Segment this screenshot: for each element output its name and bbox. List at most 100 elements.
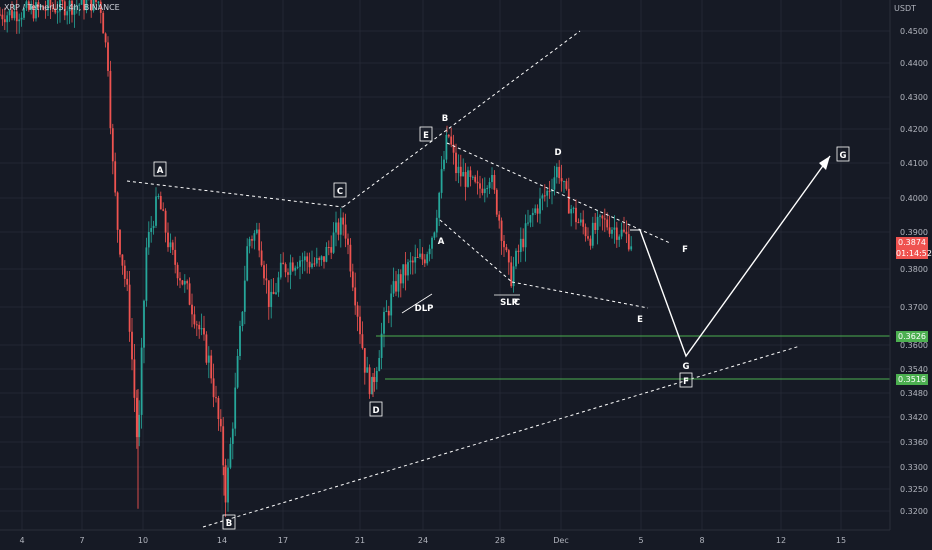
candle-body [1, 14, 4, 20]
time-tick: 7 [79, 536, 84, 545]
candle-body [572, 207, 575, 209]
candle-body [27, 1, 30, 10]
label-b: B [226, 519, 232, 529]
candle-body [529, 215, 532, 223]
candle-body [68, 0, 71, 12]
label-d: D [372, 406, 379, 416]
candle-body [498, 214, 501, 221]
candle-body [255, 229, 258, 234]
trendline-wedge-top [446, 142, 671, 244]
label-box [153, 161, 167, 177]
candle-body [95, 0, 97, 2]
candle-body [279, 262, 282, 278]
candle-body [107, 42, 109, 71]
label-c: C [337, 187, 343, 197]
candle-body [404, 264, 407, 276]
candle-body [507, 250, 510, 263]
candle-body [467, 170, 469, 187]
label-d: D [554, 148, 561, 158]
label-a: A [438, 237, 445, 247]
candle-body [97, 1, 100, 3]
candle-body [267, 280, 270, 307]
candle-body [390, 293, 393, 316]
label-e: E [637, 315, 643, 325]
candle-body [78, 4, 81, 6]
candle-body [452, 144, 455, 153]
price-tick: 0.3540 [900, 365, 928, 374]
candle-body [236, 355, 239, 388]
candle-body [419, 253, 421, 258]
candle-body [54, 8, 57, 13]
price-tick: 0.4300 [900, 93, 928, 102]
candle-body [611, 229, 613, 234]
candle-body [150, 228, 153, 232]
candle-body [30, 4, 33, 10]
drawings [126, 30, 890, 528]
candle-body [63, 1, 66, 16]
candle-body [371, 377, 373, 395]
candle-body [378, 357, 381, 371]
time-tick: 15 [836, 536, 846, 545]
label-a: A [157, 166, 164, 176]
candle-body [543, 195, 546, 197]
candle-body [483, 188, 486, 194]
candle-body [486, 188, 489, 190]
candle-body [92, 0, 95, 11]
candle-body [83, 0, 85, 11]
candle-body [440, 169, 443, 193]
candle-body [263, 265, 265, 279]
time-tick: 24 [418, 536, 428, 545]
candle-body [402, 264, 405, 284]
candle-body [49, 0, 52, 8]
symbol-header: XRP / TetherUS, 4h, BINANCE [4, 3, 120, 12]
candle-body [104, 33, 107, 43]
label-b: B [442, 114, 448, 124]
current-price-badge: 0.3874 01:14:52 [896, 237, 932, 259]
candle-body [20, 17, 23, 20]
candle-body [183, 281, 186, 285]
candle-body [289, 262, 292, 275]
candle-body [342, 217, 345, 225]
candle-body [114, 161, 117, 193]
candle-body [599, 215, 601, 217]
candle-body [531, 212, 534, 216]
price-tick: 0.4500 [900, 27, 928, 36]
candle-body [519, 238, 522, 252]
candle-body [431, 237, 433, 249]
candle-body [493, 174, 496, 190]
candle-body [80, 0, 83, 5]
currency-label: USDT [894, 4, 916, 13]
candle-body [476, 181, 479, 184]
time-tick: 28 [495, 536, 505, 545]
candle-body [116, 192, 119, 230]
candle-body [459, 166, 462, 177]
candle-body [212, 378, 215, 398]
label-f: F [682, 245, 688, 255]
time-tick: 10 [138, 536, 148, 545]
candle-body [253, 233, 256, 241]
candle-body [164, 210, 167, 233]
label-box [222, 514, 236, 530]
candle-body [171, 242, 174, 250]
candle-body [325, 246, 328, 262]
candle-body [445, 134, 448, 160]
candle-body [567, 188, 570, 214]
candle-body [301, 260, 304, 262]
candle-body [246, 246, 249, 281]
price-tick: 0.3900 [900, 228, 928, 237]
label-g: G [840, 151, 847, 161]
candle-body [111, 128, 114, 162]
candle-body [176, 264, 179, 279]
candle-body [219, 419, 222, 427]
candle-body [320, 256, 323, 260]
candle-body [169, 242, 172, 248]
candle-body [195, 324, 198, 326]
candle-body [275, 292, 277, 295]
countdown: 01:14:52 [896, 249, 932, 258]
candle-body [423, 259, 426, 264]
candle-body [339, 217, 342, 235]
candle-body [438, 192, 441, 218]
candle-body [620, 229, 623, 237]
